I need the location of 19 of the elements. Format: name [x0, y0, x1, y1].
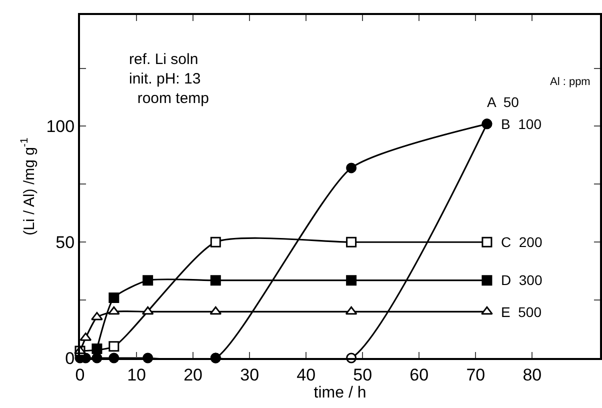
- x-tick-label: 20: [184, 365, 202, 384]
- y-tick-label: 0: [65, 348, 75, 368]
- x-tick-label: 40: [296, 365, 316, 384]
- annotation: ref. Li soln init. pH: 13 room temp: [129, 51, 210, 107]
- x-tick-label: 80: [522, 365, 542, 384]
- series-label: D 300: [501, 272, 542, 288]
- x-tick-label: 60: [410, 365, 429, 384]
- x-tick-label: 50: [353, 365, 372, 384]
- x-tick-label: 30: [240, 365, 260, 384]
- series-label: B 100: [501, 116, 542, 132]
- x-axis-title: time / h: [314, 384, 366, 402]
- y-tick-label: 50: [56, 233, 75, 252]
- x-tick-label: 70: [466, 365, 486, 384]
- series-label: C 200: [501, 234, 542, 250]
- annotation: Al : ppm: [550, 76, 590, 88]
- series-label: E 500: [501, 304, 542, 320]
- y-tick-label: 100: [46, 117, 75, 136]
- x-tick-label: 10: [127, 365, 146, 384]
- series-label: A 50: [487, 94, 520, 110]
